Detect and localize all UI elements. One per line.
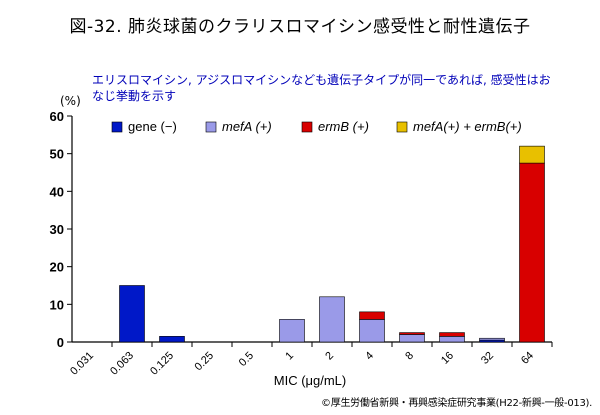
y-tick-label: 30: [50, 222, 64, 237]
bar-segment: [519, 162, 545, 343]
y-tick-label: 20: [50, 260, 64, 275]
y-tick-label: 40: [50, 184, 64, 199]
y-tick-label: 10: [50, 297, 64, 312]
x-tick-label: 16: [439, 350, 456, 367]
x-tick-label: 1: [283, 350, 296, 363]
x-tick-label: 4: [363, 350, 376, 363]
y-tick-label: 0: [57, 335, 64, 350]
legend-swatch: [111, 121, 123, 133]
x-axis-label: MIC (μg/mL): [274, 373, 347, 388]
legend-label: mefA (+): [222, 119, 272, 134]
y-tick-label: 50: [50, 147, 64, 162]
bar-segment: [319, 296, 345, 343]
bar-segment: [479, 337, 505, 341]
x-tick-label: 0.031: [68, 350, 96, 378]
legend-label: mefA(+) + ermB(+): [413, 119, 522, 134]
x-tick-label: 2: [323, 350, 336, 363]
bar-segment: [439, 332, 465, 337]
legend-swatch: [205, 121, 217, 133]
legend-swatch: [396, 121, 408, 133]
y-axis-unit: (%): [60, 94, 81, 108]
x-tick-label: 0.125: [148, 350, 176, 378]
source-credit: ©厚生労働省新興・再興感染症研究事業(H22-新興-一般-013).: [321, 398, 592, 409]
bar-segment: [119, 285, 145, 343]
bar-segment: [359, 319, 385, 343]
x-tick-label: 0.063: [108, 350, 136, 378]
bar-segment: [399, 332, 425, 335]
x-tick-label: 64: [519, 350, 536, 367]
bar-segment: [519, 145, 545, 164]
bar-segment: [279, 319, 305, 343]
chart-subtitle: エリスロマイシン, アジスロマイシンなども遺伝子タイプが同一であれば, 感受性は…: [92, 73, 551, 103]
legend-label: ermB (+): [318, 119, 369, 134]
chart-title: 図-32. 肺炎球菌のクラリスロマイシン感受性と耐性遺伝子: [69, 17, 531, 37]
bar-segment: [159, 336, 185, 343]
x-tick-label: 0.5: [237, 350, 256, 369]
legend-swatch: [301, 121, 313, 133]
chart-bars: [119, 145, 545, 343]
y-tick-label: 60: [50, 109, 64, 124]
bar-segment: [359, 311, 385, 320]
bar-segment: [439, 336, 465, 343]
legend-label: gene (−): [128, 119, 177, 134]
x-tick-label: 32: [479, 350, 496, 367]
x-tick-label: 0.25: [192, 350, 216, 374]
chart-legend: gene (−) mefA (+) ermB (+) mefA(+) + ermB(+…: [111, 119, 522, 134]
bar-segment: [399, 334, 425, 343]
x-tick-label: 8: [403, 350, 416, 363]
